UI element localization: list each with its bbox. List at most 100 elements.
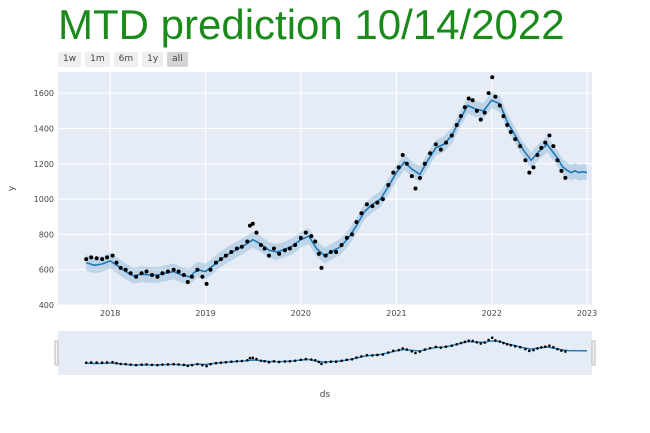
actual-point — [344, 235, 349, 240]
x-tick-label: 2018 — [100, 309, 120, 318]
actual-point — [139, 271, 144, 276]
range-slider-point — [513, 344, 517, 348]
actual-point — [539, 145, 544, 150]
range-slider-point — [444, 345, 448, 348]
actual-point — [359, 211, 364, 216]
forecast-uncertainty-band — [86, 92, 587, 285]
actual-point — [478, 117, 483, 122]
actual-point — [433, 142, 438, 147]
y-tick-label: 600 — [39, 266, 54, 275]
actual-point — [258, 242, 263, 247]
actual-point — [89, 255, 94, 260]
actual-point — [409, 174, 414, 179]
actual-point — [277, 251, 282, 256]
actual-point — [470, 98, 475, 103]
actual-point — [417, 175, 422, 180]
range-slider-right-handle[interactable] — [591, 340, 596, 366]
range-slider-point — [536, 347, 539, 350]
range-slider-point — [556, 347, 559, 351]
range-button-1y[interactable]: 1y — [142, 52, 164, 67]
range-slider-point — [145, 363, 148, 366]
actual-point — [323, 253, 328, 258]
actual-point — [531, 165, 536, 170]
range-button-all[interactable]: all — [167, 52, 188, 67]
actual-point — [229, 250, 234, 255]
actual-point — [449, 133, 454, 138]
actual-point — [298, 235, 303, 240]
actual-point — [551, 144, 556, 149]
range-selector: 1w 1m 6m 1y all — [58, 52, 188, 67]
range-slider-point — [317, 360, 321, 364]
actual-point — [428, 151, 433, 156]
actual-point — [413, 186, 418, 191]
actual-point — [128, 271, 133, 276]
actual-point — [303, 230, 308, 235]
actual-point — [208, 267, 213, 272]
actual-point — [181, 272, 186, 277]
actual-point — [482, 110, 487, 115]
actual-point — [555, 158, 560, 163]
actual-point — [493, 94, 498, 99]
actual-point — [213, 260, 218, 265]
actual-point — [313, 239, 318, 244]
range-slider-point — [230, 360, 233, 364]
range-button-1w[interactable]: 1w — [58, 52, 82, 67]
range-slider-point — [483, 341, 486, 344]
actual-point — [386, 182, 391, 187]
range-slider-point — [100, 361, 104, 364]
range-slider-point — [560, 349, 563, 352]
actual-point — [497, 103, 502, 108]
actual-point — [287, 246, 292, 251]
range-slider-point — [186, 364, 190, 368]
actual-point — [375, 200, 380, 205]
x-tick-label: 2021 — [386, 309, 406, 318]
range-slider-point — [371, 354, 374, 357]
range-slider-point — [414, 351, 417, 355]
range-slider-point — [540, 346, 543, 349]
actual-point — [339, 242, 344, 247]
range-button-1m[interactable]: 1m — [85, 52, 110, 67]
range-slider-point — [150, 363, 154, 367]
range-button-6m[interactable]: 6m — [113, 52, 139, 67]
actual-point — [176, 269, 181, 274]
actual-point — [160, 271, 165, 276]
actual-point — [262, 246, 267, 251]
range-slider-point — [428, 346, 432, 350]
range-slider-point — [329, 360, 333, 364]
actual-point — [84, 257, 89, 262]
range-slider-point — [355, 356, 358, 359]
range-slider-point — [365, 353, 369, 357]
range-slider-point — [190, 363, 194, 367]
range-slider-point — [288, 359, 292, 363]
actual-point — [144, 269, 149, 274]
range-slider-point — [401, 347, 404, 350]
range-slider-point — [259, 359, 263, 363]
range-slider-point — [324, 360, 327, 364]
range-slider-point — [293, 359, 297, 363]
range-slider-point — [219, 361, 223, 364]
range-slider-point — [494, 339, 497, 342]
actual-point — [404, 161, 409, 166]
range-slider-point — [391, 349, 395, 353]
range-slider[interactable] — [54, 331, 596, 375]
actual-point — [134, 274, 139, 279]
actual-point — [474, 108, 479, 113]
actual-point — [223, 253, 228, 258]
range-slider-point — [467, 339, 471, 342]
range-slider-point — [304, 357, 308, 361]
range-slider-point — [283, 360, 287, 363]
range-slider-point — [490, 336, 494, 340]
range-slider-left-handle[interactable] — [54, 340, 59, 366]
range-slider-point — [564, 350, 567, 353]
y-tick-label: 1000 — [34, 195, 54, 204]
range-slider-point — [235, 359, 239, 363]
actual-point — [155, 274, 160, 279]
range-slider-track[interactable] — [58, 331, 592, 375]
actual-point — [114, 260, 119, 265]
range-slider-point — [172, 362, 175, 366]
actual-point — [364, 202, 369, 207]
actual-point — [94, 256, 99, 261]
actual-point — [527, 170, 532, 175]
x-tick-labels: 2018 2019 2020 2021 2022 2023 — [100, 309, 597, 318]
